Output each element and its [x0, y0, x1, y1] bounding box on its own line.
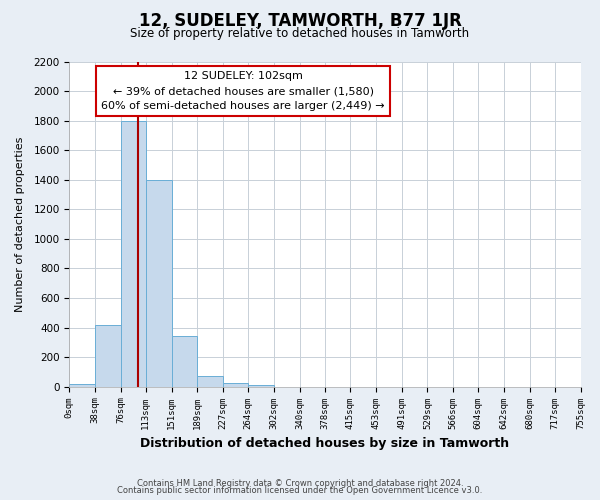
Bar: [95, 324, 121, 386]
Bar: [197, 376, 223, 386]
Text: Contains HM Land Registry data © Crown copyright and database right 2024.: Contains HM Land Registry data © Crown c…: [137, 478, 463, 488]
Bar: [146, 180, 172, 386]
Text: Size of property relative to detached houses in Tamworth: Size of property relative to detached ho…: [130, 28, 470, 40]
Bar: [172, 336, 197, 386]
Text: 12, SUDELEY, TAMWORTH, B77 1JR: 12, SUDELEY, TAMWORTH, B77 1JR: [139, 12, 461, 30]
Bar: [121, 120, 146, 386]
Bar: [70, 384, 95, 386]
Text: 12 SUDELEY: 102sqm
← 39% of detached houses are smaller (1,580)
60% of semi-deta: 12 SUDELEY: 102sqm ← 39% of detached hou…: [101, 72, 385, 111]
Y-axis label: Number of detached properties: Number of detached properties: [15, 136, 25, 312]
Bar: [248, 385, 274, 386]
X-axis label: Distribution of detached houses by size in Tamworth: Distribution of detached houses by size …: [140, 437, 509, 450]
Text: Contains public sector information licensed under the Open Government Licence v3: Contains public sector information licen…: [118, 486, 482, 495]
Bar: [223, 383, 248, 386]
